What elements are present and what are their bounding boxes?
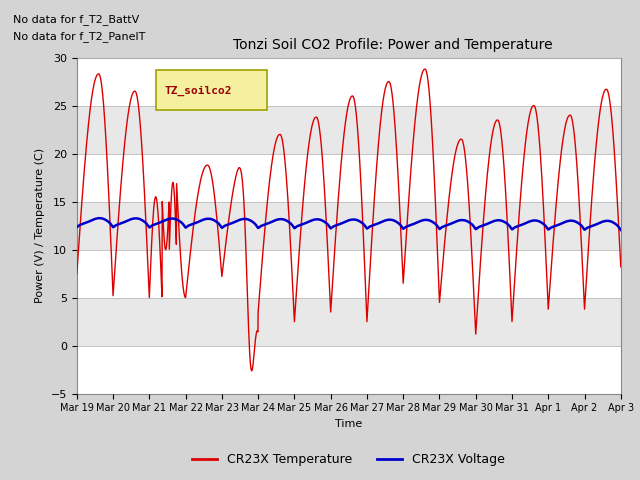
FancyBboxPatch shape [156, 70, 268, 110]
Title: Tonzi Soil CO2 Profile: Power and Temperature: Tonzi Soil CO2 Profile: Power and Temper… [232, 38, 552, 52]
Legend: CR23X Temperature, CR23X Voltage: CR23X Temperature, CR23X Voltage [188, 448, 510, 471]
Text: No data for f_T2_BattV: No data for f_T2_BattV [13, 13, 139, 24]
Bar [77, 154, 621, 202]
Bar [77, 346, 621, 394]
Y-axis label: Power (V) / Temperature (C): Power (V) / Temperature (C) [35, 148, 45, 303]
X-axis label: Time: Time [335, 419, 362, 429]
Bar [77, 58, 621, 106]
Bar [77, 250, 621, 298]
Text: TZ_soilco2: TZ_soilco2 [165, 85, 232, 96]
Text: No data for f_T2_PanelT: No data for f_T2_PanelT [13, 31, 145, 42]
